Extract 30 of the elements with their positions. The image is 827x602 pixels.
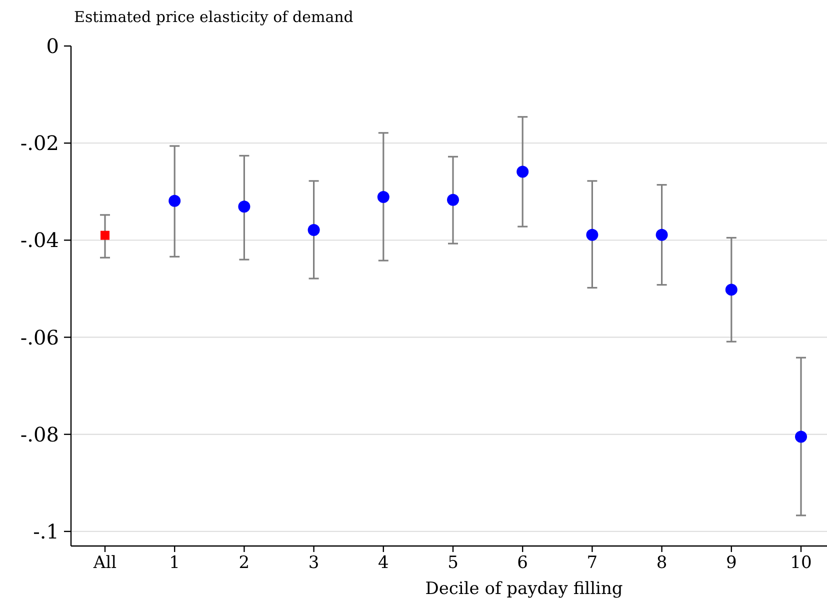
y-tick-label: -.08 — [20, 422, 59, 446]
x-tick-label: 10 — [790, 553, 812, 573]
point — [656, 228, 668, 241]
x-axis-title: Decile of payday filling — [425, 579, 623, 599]
x-tick-label: 9 — [726, 553, 737, 573]
point — [100, 230, 110, 240]
x-tick-label: 5 — [448, 553, 458, 573]
x-tick-label: 7 — [586, 553, 598, 573]
y-tick-label: -.04 — [20, 228, 59, 252]
x-tick-label: 8 — [656, 553, 668, 573]
x-tick-label: 3 — [308, 553, 320, 573]
y-axis-title: Estimated price elasticity of demand — [74, 8, 354, 26]
y-tick-label: -.06 — [20, 325, 59, 350]
y-tick-label: -.02 — [20, 131, 59, 156]
point — [586, 228, 598, 241]
y-tick-label: -.1 — [33, 519, 59, 544]
point — [308, 224, 320, 236]
x-tick-label: 6 — [517, 553, 528, 573]
x-tick-label: 2 — [238, 553, 250, 573]
point — [447, 194, 459, 206]
x-tick-label: 4 — [378, 553, 389, 573]
point — [377, 190, 390, 203]
point — [795, 430, 807, 443]
point — [238, 200, 250, 213]
point — [725, 284, 738, 296]
x-tick-label: All — [92, 553, 117, 573]
y-tick-label: 0 — [46, 34, 59, 58]
point — [516, 166, 529, 178]
point — [168, 194, 181, 207]
x-tick-label: 1 — [169, 553, 180, 573]
